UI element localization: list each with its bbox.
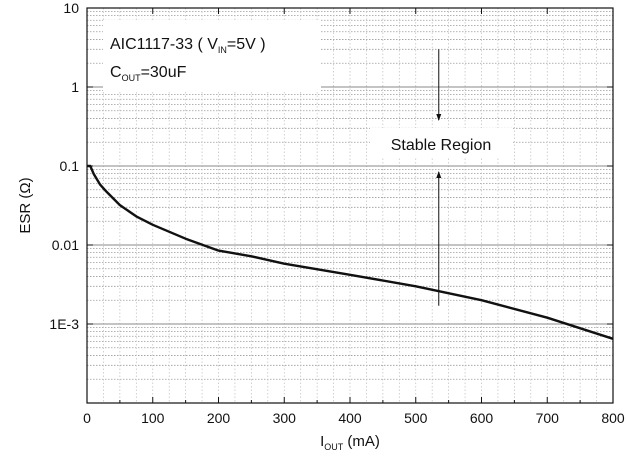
- x-tick-label: 300: [273, 410, 297, 426]
- annotation-capacitor: COUT=30uF: [110, 64, 187, 83]
- x-tick-label: 200: [207, 410, 231, 426]
- x-axis: 0 100 200 300 400 500 600 700 800: [83, 8, 625, 426]
- x-tick-label: 700: [536, 410, 560, 426]
- x-tick-label: 500: [404, 410, 428, 426]
- y-tick-label: 1: [71, 79, 79, 95]
- y-tick-label: 1E-3: [49, 316, 79, 332]
- y-tick-label: 10: [63, 0, 79, 16]
- x-tick-label: 100: [141, 410, 165, 426]
- region-label-box: [370, 128, 512, 158]
- x-tick-label: 400: [338, 410, 362, 426]
- stable-region-label: Stable Region: [391, 137, 492, 154]
- y-tick-label: 0.01: [52, 237, 79, 253]
- x-tick-label: 0: [83, 410, 91, 426]
- y-axis: 10 1 0.1 0.01 1E-3: [49, 0, 613, 332]
- annotation-device: AIC1117-33 ( VIN=5V ): [110, 36, 266, 55]
- annotation-box: [103, 20, 321, 92]
- x-axis-label: IOUT (mA): [320, 433, 380, 452]
- region-arrowhead-down: [436, 171, 442, 178]
- x-tick-label: 800: [601, 410, 625, 426]
- y-axis-label: ESR (Ω): [17, 177, 34, 233]
- x-tick-label: 600: [470, 410, 494, 426]
- esr-curve: [87, 164, 614, 340]
- region-arrowhead-up: [436, 114, 442, 121]
- y-tick-label: 0.1: [60, 158, 80, 174]
